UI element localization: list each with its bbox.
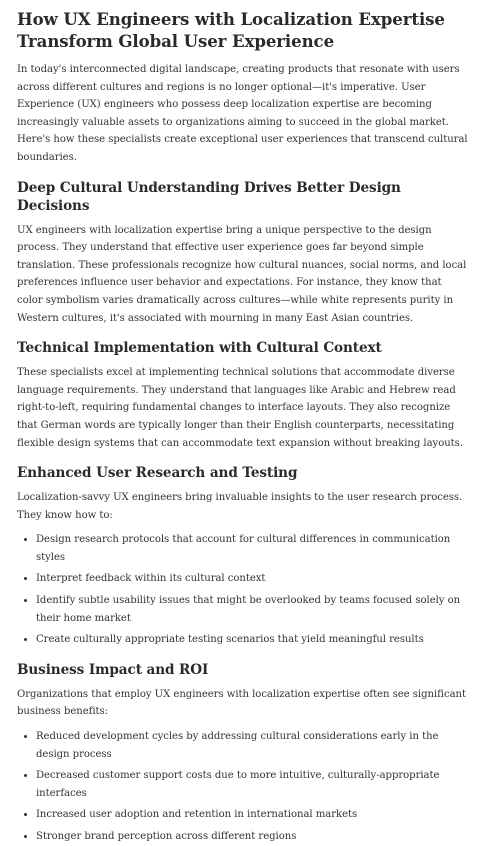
article-title: How UX Engineers with Localization Exper… [17, 9, 445, 51]
section-heading-technical-implementation: Technical Implementation with Cultural C… [17, 340, 382, 357]
section-heading-business-impact: Business Impact and ROI [17, 661, 209, 678]
list-item: Decreased customer support costs due to … [36, 767, 470, 802]
list-item: Reduced development cycles by addressing… [36, 728, 470, 763]
list-item: Stronger brand perception across differe… [36, 828, 470, 846]
list-item: Design research protocols that account f… [36, 531, 470, 566]
section-heading-cultural-understanding: Deep Cultural Understanding Drives Bette… [17, 179, 401, 214]
list-item: Increased user adoption and retention in… [36, 806, 470, 824]
user-research-list: Design research protocols that account f… [17, 531, 470, 649]
section-paragraph-business-impact: Organizations that employ UX engineers w… [17, 688, 467, 718]
section-paragraph-user-research: Localization-savvy UX engineers bring in… [17, 492, 463, 521]
section-paragraph-technical-implementation: These specialists excel at implementing … [17, 367, 463, 449]
section-heading-user-research: Enhanced User Research and Testing [17, 465, 298, 482]
business-impact-list: Reduced development cycles by addressing… [17, 728, 470, 846]
section-paragraph-cultural-understanding: UX engineers with localization expertise… [17, 224, 467, 324]
list-item: Identify subtle usability issues that mi… [36, 592, 470, 627]
list-item: Create culturally appropriate testing sc… [36, 631, 470, 649]
list-item: Interpret feedback within its cultural c… [36, 570, 470, 588]
intro-paragraph: In today's interconnected digital landsc… [17, 64, 468, 163]
